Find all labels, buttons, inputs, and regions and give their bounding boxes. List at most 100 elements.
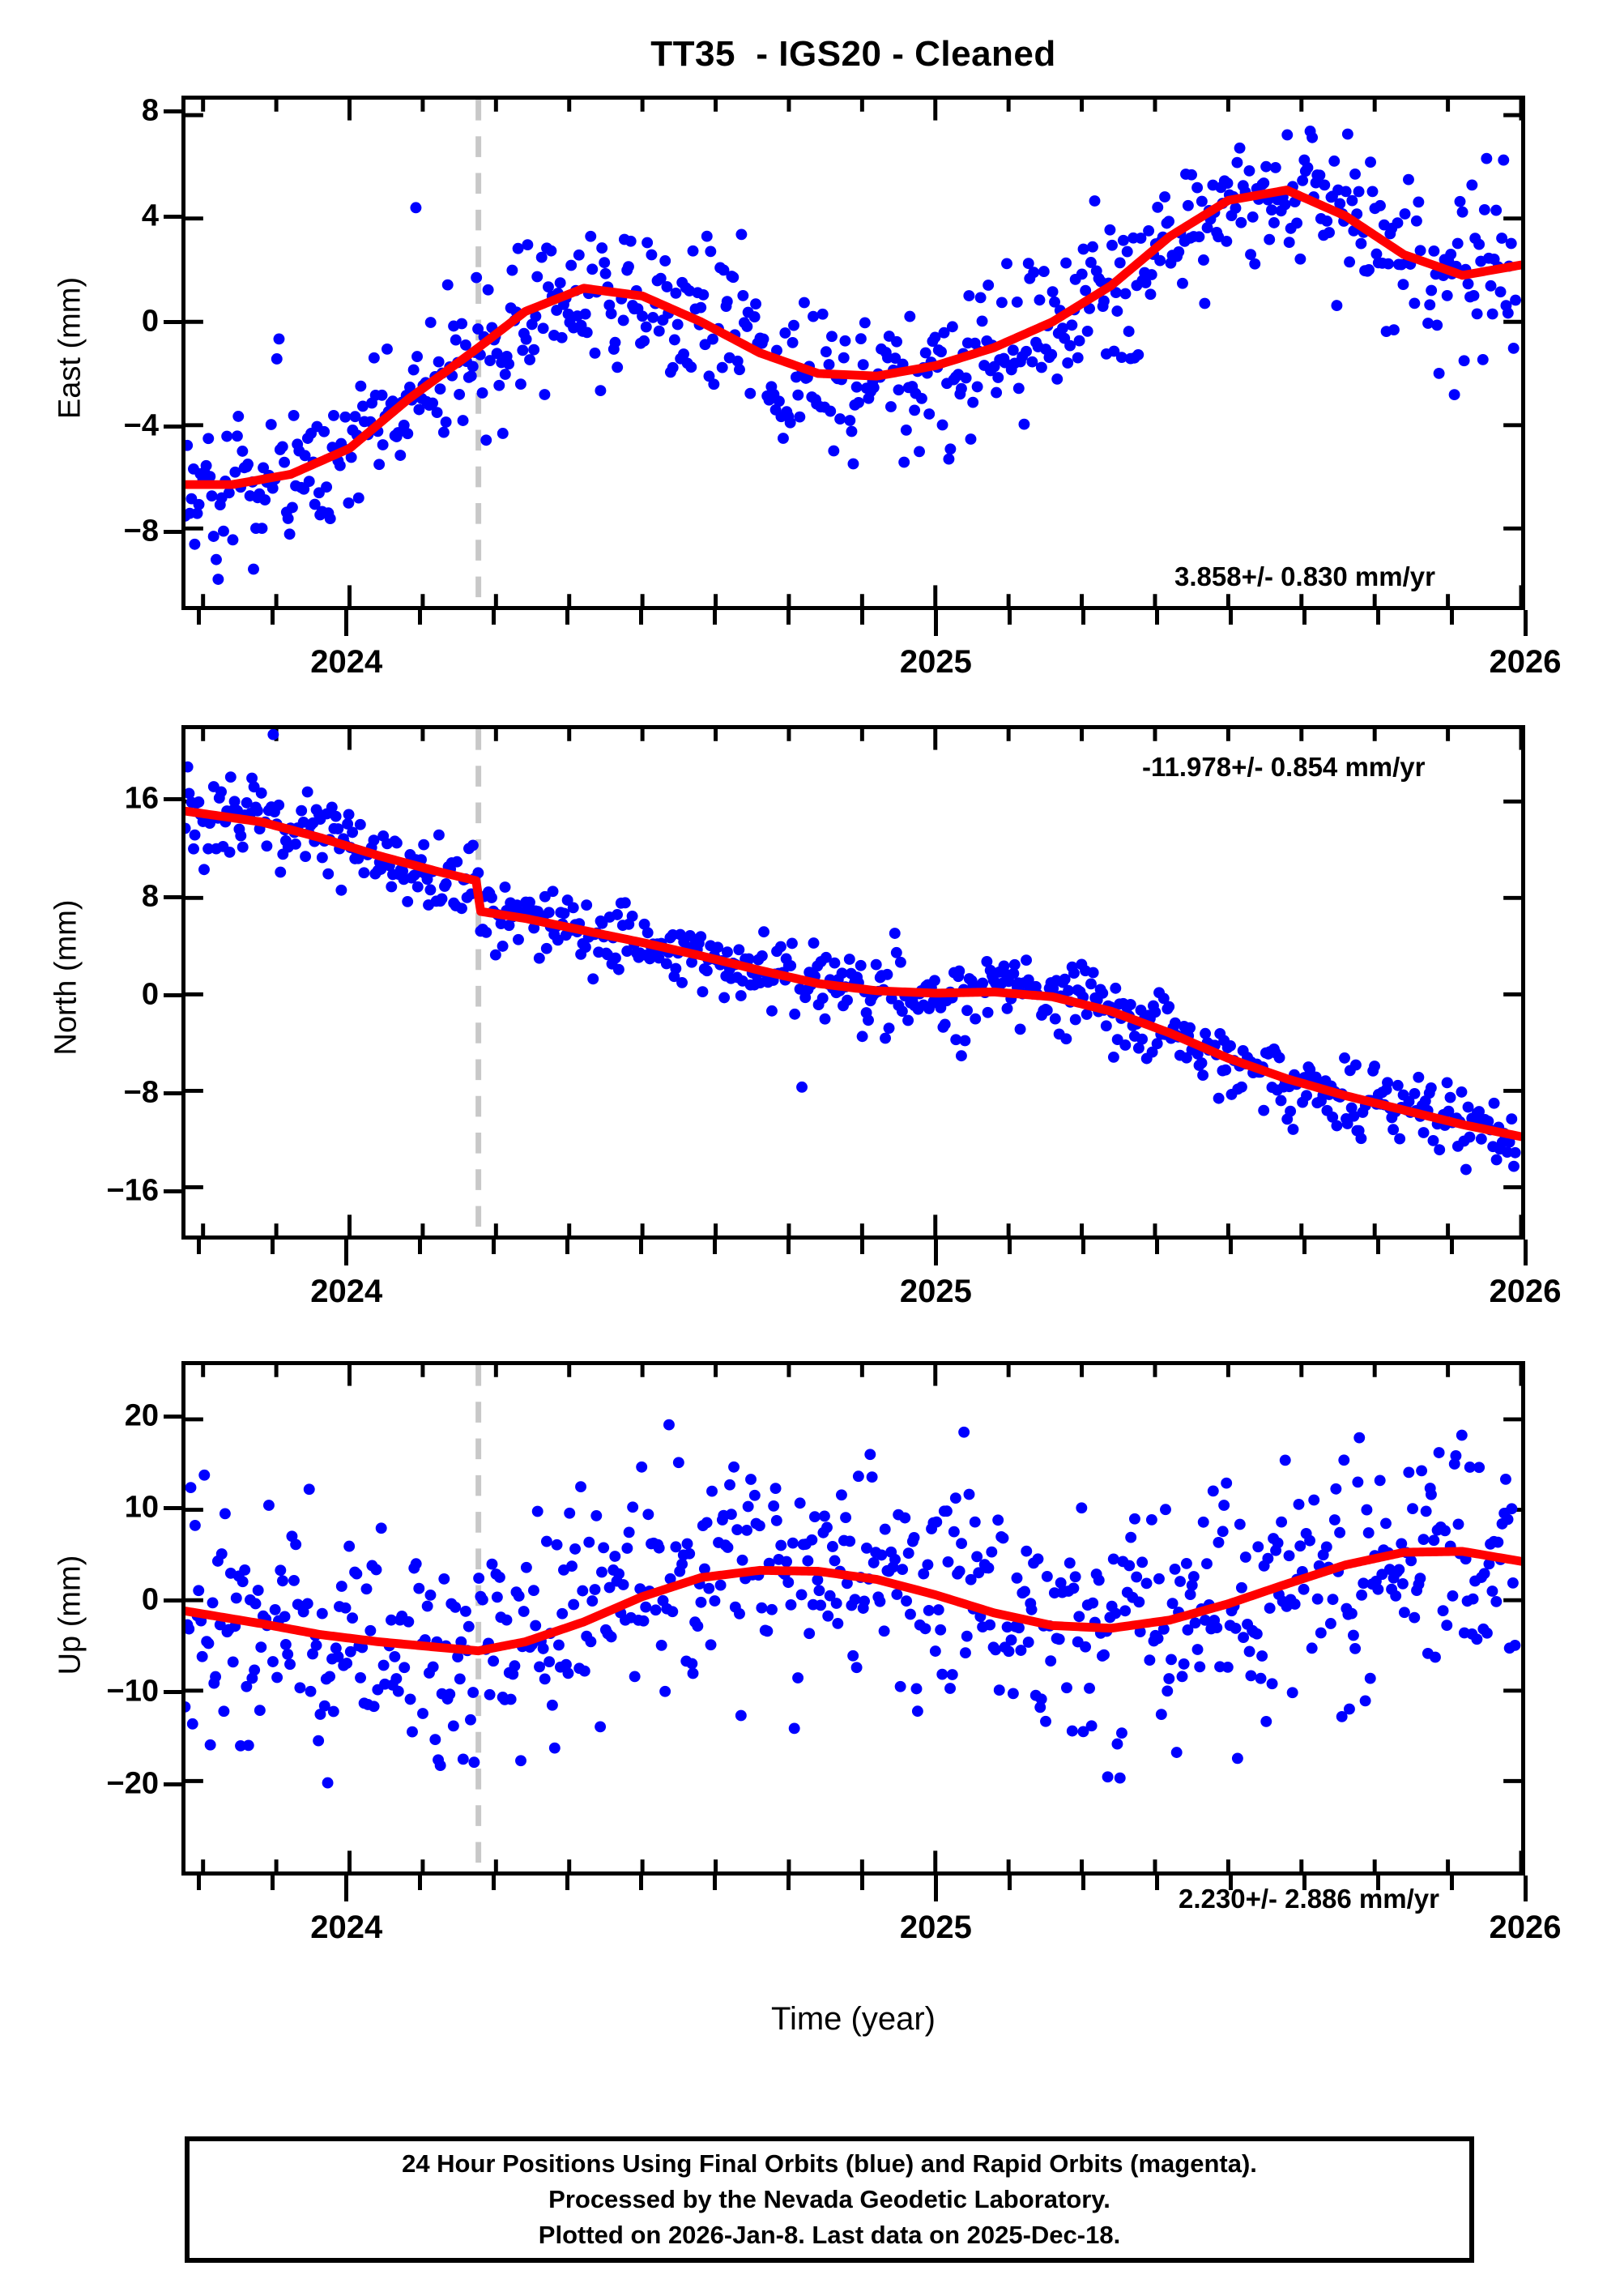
- ytick-stub-north-3: [164, 1090, 181, 1095]
- caption-box: 24 Hour Positions Using Final Orbits (bl…: [185, 2136, 1474, 2263]
- xtick-mark: [859, 1240, 864, 1254]
- xtick-label-north-2026: 2026: [1489, 1274, 1562, 1309]
- xtick-mark: [859, 610, 864, 625]
- plot-canvas-up: [185, 1365, 1521, 1871]
- trend-line-up: [185, 1547, 1521, 1656]
- ytick-stub-east-2: [164, 319, 181, 324]
- ytick-label-east-4: −8: [123, 514, 159, 548]
- ytick-stub-up-2: [164, 1598, 181, 1603]
- xtick-mark: [344, 1876, 349, 1901]
- xtick-mark: [1228, 610, 1233, 625]
- plot-canvas-north: [185, 729, 1521, 1235]
- ytick-stub-up-1: [164, 1506, 181, 1511]
- rate-annotation-up: 2.230+/- 2.886 mm/yr: [1179, 1884, 1439, 1914]
- ytick-label-east-0: 8: [141, 93, 159, 128]
- xtick-marks-up: [201, 1365, 1521, 1871]
- xtick-mark: [1302, 610, 1306, 625]
- page-title: TT35 - IGS20 - Cleaned: [650, 34, 1056, 74]
- ytick-stub-north-4: [164, 1189, 181, 1193]
- xtick-marks-east: [201, 100, 1521, 606]
- plot-area-east: [181, 96, 1525, 610]
- ytick-label-up-1: 10: [124, 1490, 159, 1525]
- xtick-mark: [1228, 1876, 1233, 1890]
- xtick-mark: [197, 1876, 202, 1890]
- plot-canvas-east: [185, 100, 1521, 606]
- panel-north: [181, 725, 1525, 1240]
- xtick-mark: [492, 1876, 497, 1890]
- xtick-label-north-2024: 2024: [310, 1274, 383, 1309]
- xtick-mark: [713, 1240, 717, 1254]
- data-points-north: [185, 729, 1521, 1176]
- ytick-marks-east: [185, 113, 1521, 531]
- xtick-mark: [713, 1876, 717, 1890]
- xtick-mark: [1375, 1240, 1380, 1254]
- ytick-label-up-3: −10: [106, 1674, 159, 1709]
- ytick-stub-up-4: [164, 1782, 181, 1786]
- xtick-mark: [786, 1876, 791, 1890]
- plot-area-up: [181, 1361, 1525, 1876]
- xtick-mark: [197, 1240, 202, 1254]
- xtick-mark: [933, 1240, 938, 1265]
- xtick-mark: [1081, 1876, 1085, 1890]
- xtick-mark: [1375, 610, 1380, 625]
- xtick-label-north-2025: 2025: [899, 1274, 972, 1309]
- ytick-label-up-2: 0: [141, 1582, 159, 1617]
- xtick-mark: [1154, 1876, 1159, 1890]
- xtick-mark: [1302, 1240, 1306, 1254]
- data-points-up: [185, 1419, 1521, 1789]
- trend-line-north: [185, 806, 1521, 1142]
- xtick-label-up-2026: 2026: [1489, 1910, 1562, 1945]
- xtick-mark: [418, 610, 423, 625]
- xtick-mark: [492, 610, 497, 625]
- xtick-mark: [1523, 610, 1528, 636]
- xtick-mark: [271, 1876, 275, 1890]
- xtick-mark: [492, 1240, 497, 1254]
- rate-annotation-north: -11.978+/- 0.854 mm/yr: [1142, 752, 1426, 782]
- xtick-mark: [1302, 1876, 1306, 1890]
- ytick-label-north-2: 0: [141, 977, 159, 1012]
- trend-line-east: [185, 186, 1521, 489]
- xtick-mark: [1081, 610, 1085, 625]
- xtick-mark: [1154, 1240, 1159, 1254]
- xtick-mark: [639, 1876, 644, 1890]
- ytick-stub-east-4: [164, 529, 181, 534]
- xtick-mark: [1449, 1876, 1454, 1890]
- plot-area-north: [181, 725, 1525, 1240]
- xtick-mark: [859, 1876, 864, 1890]
- xtick-mark: [639, 610, 644, 625]
- xtick-mark: [197, 610, 202, 625]
- xtick-mark: [933, 1876, 938, 1901]
- ytick-label-up-4: −20: [106, 1766, 159, 1801]
- ytick-stub-east-3: [164, 425, 181, 429]
- ytick-label-north-1: 8: [141, 879, 159, 914]
- xtick-mark: [786, 1240, 791, 1254]
- xtick-mark: [565, 1876, 570, 1890]
- xtick-mark: [786, 610, 791, 625]
- ytick-stub-up-0: [164, 1415, 181, 1419]
- ytick-label-north-3: −8: [123, 1075, 159, 1110]
- xtick-mark: [418, 1240, 423, 1254]
- xtick-mark: [271, 610, 275, 625]
- ytick-label-north-0: 16: [124, 781, 159, 816]
- ytick-stub-north-2: [164, 992, 181, 997]
- caption-line-1: 24 Hour Positions Using Final Orbits (bl…: [402, 2149, 1257, 2178]
- xtick-mark: [1375, 1876, 1380, 1890]
- ytick-label-east-1: 4: [141, 198, 159, 233]
- xtick-mark: [1154, 610, 1159, 625]
- rate-annotation-east: 3.858+/- 0.830 mm/yr: [1174, 561, 1435, 591]
- xtick-mark: [1228, 1240, 1233, 1254]
- xtick-label-east-2026: 2026: [1489, 644, 1562, 680]
- xtick-mark: [344, 610, 349, 636]
- xtick-mark: [1081, 1240, 1085, 1254]
- xtick-mark: [1007, 1876, 1012, 1890]
- xtick-mark: [418, 1876, 423, 1890]
- xtick-mark: [1523, 1240, 1528, 1265]
- caption-line-3: Plotted on 2026-Jan-8. Last data on 2025…: [538, 2221, 1121, 2249]
- xtick-mark: [1523, 1876, 1528, 1901]
- xtick-mark: [565, 610, 570, 625]
- xtick-mark: [1007, 610, 1012, 625]
- ytick-label-east-3: −4: [123, 408, 159, 443]
- xtick-mark: [271, 1240, 275, 1254]
- ytick-label-east-2: 0: [141, 304, 159, 339]
